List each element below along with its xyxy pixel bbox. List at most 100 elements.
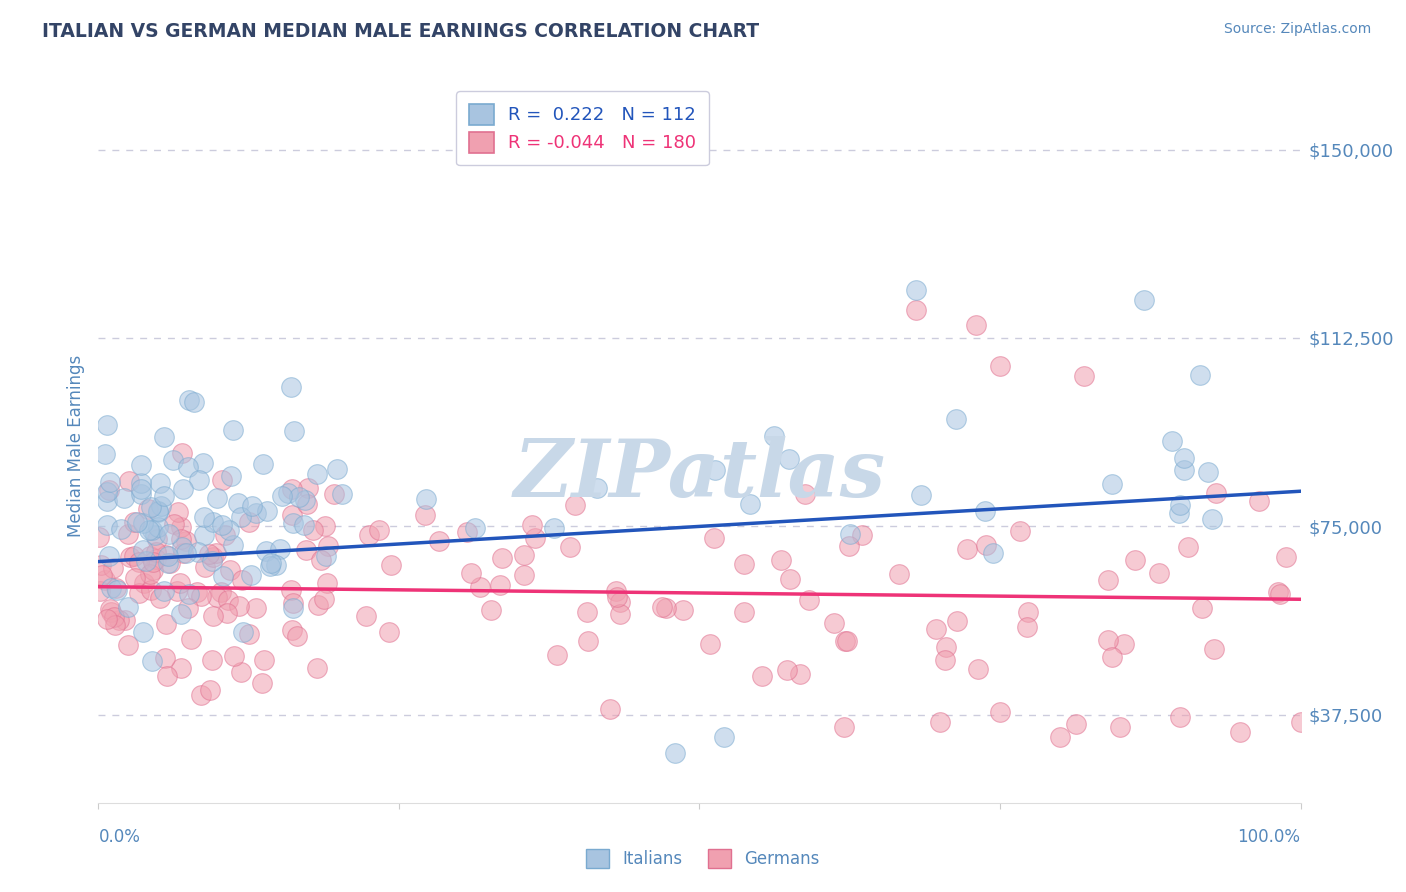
Point xyxy=(789,667,811,681)
Point xyxy=(156,556,179,570)
Point xyxy=(1073,368,1095,383)
Point xyxy=(1177,541,1199,555)
Point xyxy=(316,539,339,553)
Point xyxy=(762,429,785,443)
Point xyxy=(217,592,239,607)
Point xyxy=(226,496,249,510)
Point xyxy=(170,532,193,546)
Point xyxy=(413,508,436,522)
Point xyxy=(1112,637,1135,651)
Point xyxy=(1101,476,1123,491)
Point xyxy=(1275,550,1298,565)
Point xyxy=(928,715,950,730)
Legend: R =  0.222   N = 112, R = -0.044   N = 180: R = 0.222 N = 112, R = -0.044 N = 180 xyxy=(456,91,709,165)
Point xyxy=(94,573,117,587)
Point xyxy=(575,605,598,619)
Point xyxy=(117,527,139,541)
Point xyxy=(297,482,319,496)
Point xyxy=(1249,494,1271,508)
Point xyxy=(832,720,855,734)
Point xyxy=(191,456,214,470)
Point xyxy=(103,561,125,575)
Point xyxy=(124,549,146,563)
Point xyxy=(280,582,302,597)
Point xyxy=(166,504,188,518)
Point xyxy=(211,517,233,532)
Point xyxy=(190,589,212,603)
Point xyxy=(733,605,755,619)
Point xyxy=(524,532,547,546)
Point xyxy=(287,491,309,505)
Point xyxy=(96,418,118,433)
Point xyxy=(198,683,221,698)
Point xyxy=(974,504,997,518)
Point xyxy=(564,498,586,512)
Point xyxy=(479,603,502,617)
Point xyxy=(96,493,118,508)
Point xyxy=(250,676,273,690)
Point xyxy=(1017,620,1039,634)
Point xyxy=(307,598,329,612)
Point xyxy=(1168,506,1191,520)
Point xyxy=(138,523,160,537)
Point xyxy=(934,653,956,667)
Point xyxy=(380,558,402,573)
Point xyxy=(489,577,512,591)
Point xyxy=(415,491,437,506)
Point xyxy=(238,515,260,529)
Point xyxy=(935,640,957,654)
Point xyxy=(229,510,252,524)
Point xyxy=(910,488,932,502)
Point xyxy=(142,555,165,569)
Point xyxy=(190,688,212,702)
Point xyxy=(205,545,228,559)
Point xyxy=(1049,731,1071,745)
Point xyxy=(145,532,167,546)
Point xyxy=(205,590,228,604)
Point xyxy=(427,534,450,549)
Point xyxy=(1289,715,1312,730)
Point xyxy=(307,661,329,675)
Point xyxy=(889,567,911,582)
Point xyxy=(177,392,200,407)
Point xyxy=(193,509,215,524)
Point xyxy=(238,627,260,641)
Point xyxy=(114,613,136,627)
Point xyxy=(734,558,756,572)
Point xyxy=(129,487,152,501)
Point xyxy=(794,487,817,501)
Point xyxy=(770,553,793,567)
Point xyxy=(245,601,267,615)
Point xyxy=(703,531,725,545)
Point xyxy=(107,582,129,597)
Point xyxy=(222,538,245,552)
Point xyxy=(1173,451,1195,466)
Text: 0.0%: 0.0% xyxy=(98,828,141,846)
Point xyxy=(98,549,121,563)
Point xyxy=(302,523,325,537)
Point xyxy=(280,483,302,497)
Point xyxy=(609,607,631,621)
Point xyxy=(128,555,150,569)
Point xyxy=(956,541,979,556)
Text: ZIPatlas: ZIPatlas xyxy=(513,436,886,513)
Point xyxy=(965,318,987,333)
Point xyxy=(194,560,217,574)
Point xyxy=(1160,434,1182,448)
Point xyxy=(664,746,686,760)
Point xyxy=(174,546,197,560)
Point xyxy=(330,487,353,501)
Point xyxy=(153,490,176,504)
Point xyxy=(114,491,136,505)
Point xyxy=(221,423,243,437)
Point xyxy=(460,566,482,580)
Point xyxy=(240,567,263,582)
Point xyxy=(157,527,180,541)
Point xyxy=(776,663,799,677)
Point xyxy=(1168,499,1191,513)
Point xyxy=(1229,725,1251,739)
Point xyxy=(834,633,856,648)
Point xyxy=(139,583,162,598)
Point xyxy=(193,528,215,542)
Point xyxy=(546,648,568,662)
